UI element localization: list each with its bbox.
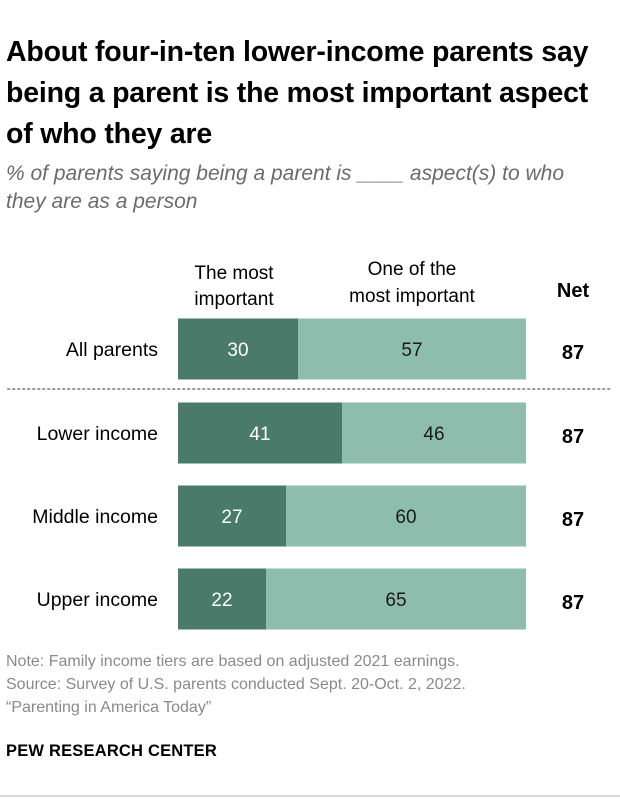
chart-notes: Note: Family income tiers are based on a…: [6, 650, 616, 719]
value-label-one-of-most-important-lower-income: 46: [423, 424, 444, 445]
net-value-middle-income: 87: [562, 509, 584, 531]
chart-title: About four-in-ten lower-income parents s…: [6, 36, 589, 150]
bottom-rule: [0, 795, 620, 797]
category-label-middle-income: Middle income: [32, 506, 158, 528]
brand-logo-text: PEW RESEARCH CENTER: [6, 742, 217, 760]
value-label-most-important-all-parents: 30: [227, 340, 248, 361]
net-value-all-parents: 87: [562, 342, 584, 364]
legend-one-of-most-important-line1: One of the: [368, 259, 457, 280]
net-value-lower-income: 87: [562, 426, 584, 448]
source-text: Source: Survey of U.S. parents conducted…: [6, 676, 466, 693]
net-column-header: Net: [557, 280, 590, 302]
net-value-upper-income: 87: [562, 592, 584, 614]
category-label-all-parents: All parents: [66, 339, 158, 361]
legend-one-of-most-important-line2: most important: [349, 286, 475, 307]
bar-one-of-most-important-middle-income: [286, 485, 526, 547]
bar-most-important-middle-income: [178, 485, 286, 547]
report-title: “Parenting in America Today”: [6, 699, 212, 716]
bar-most-important-lower-income: [178, 402, 342, 464]
value-label-most-important-lower-income: 41: [249, 424, 270, 445]
chart-subtitle: % of parents saying being a parent is __…: [6, 162, 564, 213]
bar-most-important-upper-income: [178, 568, 266, 630]
value-label-most-important-upper-income: 22: [211, 590, 232, 611]
value-label-one-of-most-important-upper-income: 65: [385, 590, 406, 611]
bar-most-important-all-parents: [178, 318, 298, 380]
bars-group: All parents 30 57 87 Lower income 41 46 87 Middl…: [32, 318, 584, 630]
value-label-one-of-most-important-all-parents: 57: [401, 340, 422, 361]
legend-most-important-line1: The most: [194, 263, 274, 284]
value-label-most-important-middle-income: 27: [221, 507, 242, 528]
value-label-one-of-most-important-middle-income: 60: [395, 507, 416, 528]
bar-one-of-most-important-all-parents: [298, 318, 526, 380]
note-text: Note: Family income tiers are based on a…: [6, 653, 460, 670]
category-label-lower-income: Lower income: [37, 423, 158, 445]
bar-one-of-most-important-upper-income: [266, 568, 526, 630]
stacked-bar-chart: The most important One of the most impor…: [7, 259, 611, 630]
bar-one-of-most-important-lower-income: [342, 402, 526, 464]
category-label-upper-income: Upper income: [37, 589, 158, 611]
legend-most-important-line2: important: [194, 289, 274, 310]
